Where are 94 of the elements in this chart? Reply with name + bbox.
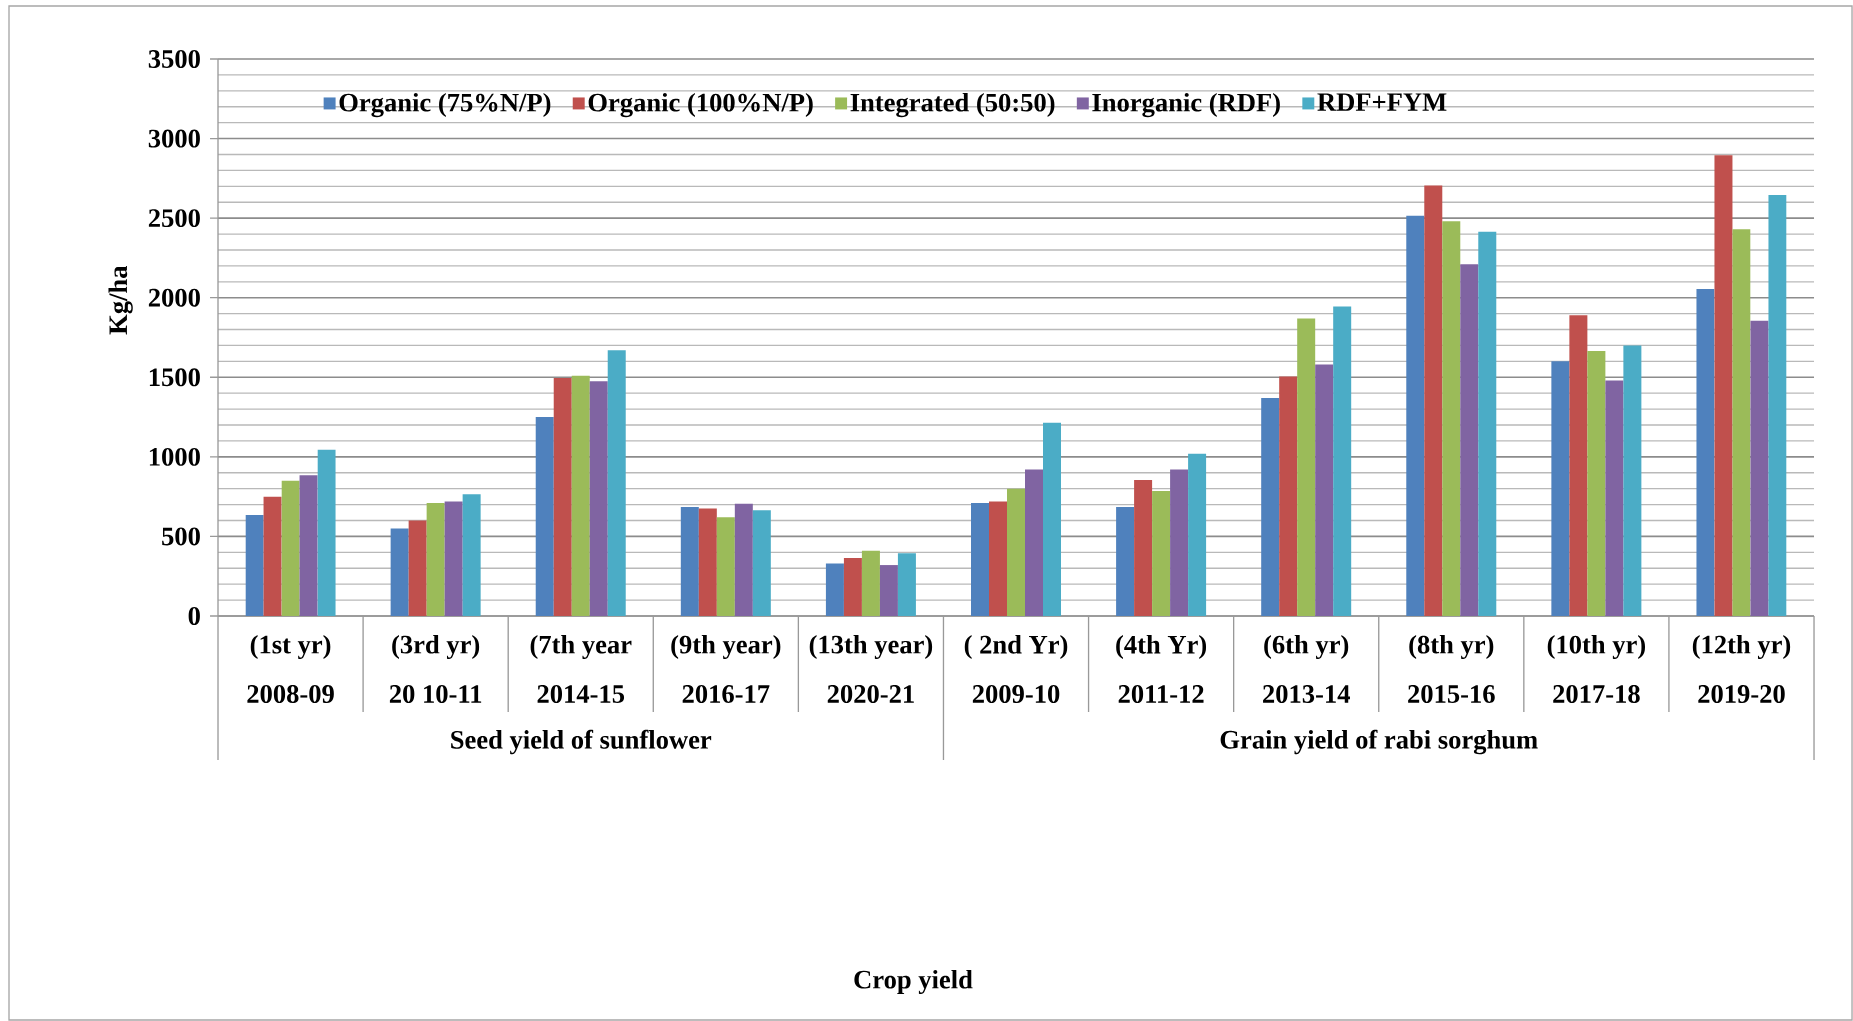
text: (3rd yr) [392,634,480,660]
text: (12th yr) [1692,634,1791,660]
y-tick-label: 2000 [148,288,200,307]
bar [1460,264,1479,616]
bar [317,449,336,616]
bar [1025,469,1044,616]
legend-label: Inorganic (RDF) [1092,92,1280,118]
bar [462,494,481,616]
bar [1750,320,1769,616]
bar [1007,488,1026,616]
bar [825,563,844,616]
bar [716,517,735,616]
bar [281,480,300,616]
bar [1478,231,1497,616]
legend-label: Organic (75%N/P) [339,92,551,118]
x-tick-label: 2009-10 [972,685,1060,703]
bar [390,528,409,616]
text: (1st yr) [250,634,331,660]
text: (10th yr) [1547,634,1646,660]
bar [879,565,898,616]
text: Grain yield of rabi sorghum [1220,729,1538,755]
bar [1279,376,1298,616]
legend-label: Integrated (50:50) [850,92,1055,118]
bar [1188,453,1207,616]
y-axis-title: Kg/ha [108,265,133,335]
bar [1587,351,1606,616]
text: (8th yr) [1409,634,1494,660]
x-tick-label: 2014-15 [537,685,625,703]
bar [553,378,572,616]
y-tick-label: 2500 [148,209,200,228]
bar [680,506,699,616]
y-tick-label: 1500 [149,368,200,387]
x-tick-label: 2020-21 [827,685,914,703]
text: (9th year) [671,634,781,660]
y-tick-label: 0 [188,607,200,625]
bar [1261,397,1280,616]
bar [1152,491,1171,616]
bar [426,503,445,616]
bar [1406,215,1425,616]
x-tick-label: 2008-09 [247,685,334,703]
bar [571,375,590,616]
bar [1424,185,1443,616]
bar [1442,221,1461,616]
bar [1605,380,1624,616]
text: ( 2nd Yr) [964,634,1068,660]
bar [1714,155,1733,616]
x-tick-label: 2019-20 [1698,685,1785,703]
bar [989,501,1008,616]
y-tick-label: 3500 [148,50,200,68]
x-tick-label: 2017-18 [1553,685,1640,703]
bar [843,557,862,616]
bar [589,381,608,616]
bar [971,503,990,616]
bar [607,350,626,616]
bar [1170,469,1189,616]
bar [1043,422,1062,616]
text: (13th year) [809,634,933,660]
legend-label: RDF+FYM [1317,93,1447,111]
text: (7th year [530,634,632,660]
bar [1551,361,1570,616]
x-tick-label: 2011-12 [1118,685,1204,703]
bar [734,503,753,616]
text: (4th Yr) [1116,634,1207,660]
text: Crop yield [854,969,973,995]
y-tick-label: 1000 [149,447,200,466]
x-tick-label: 20 10-11 [389,685,482,703]
bar [1134,479,1153,616]
x-tick-label: 2015-16 [1408,685,1495,703]
x-tick-label: 2016-17 [682,685,770,703]
bar [245,514,264,616]
bar [444,501,463,616]
bar [698,508,717,616]
bar [1333,306,1352,616]
bar [299,475,318,616]
legend-label: Organic (100%N/P) [588,92,813,118]
text: (6th yr) [1264,634,1349,660]
bar [1297,318,1316,616]
bar [1315,364,1334,616]
bar [1569,315,1588,616]
bar [1768,195,1787,616]
y-tick-label: 500 [162,527,200,546]
bar [535,417,554,616]
bar [1732,229,1751,616]
bar [897,553,916,616]
bar [1696,288,1715,616]
bar [1623,345,1642,616]
x-tick-label: 2013-14 [1263,685,1350,703]
y-tick-label: 3000 [148,129,200,148]
bar [408,520,427,616]
bar [263,496,282,616]
bar [752,510,771,616]
bar [1116,506,1135,616]
text: Seed yield of sunflower [451,729,712,755]
bar [861,550,880,616]
